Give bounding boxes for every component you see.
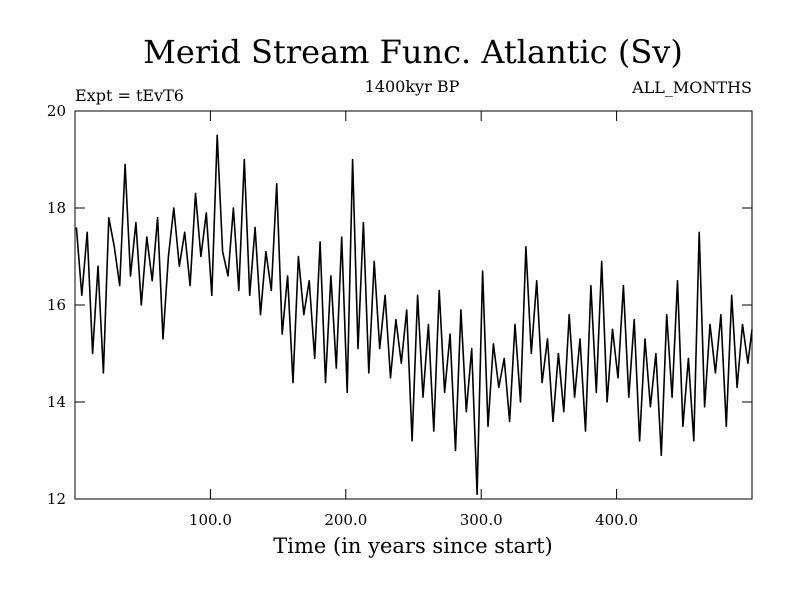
chart-title: Merid Stream Func. Atlantic (Sv) <box>143 33 683 71</box>
y-tick-label: 20 <box>47 102 66 120</box>
series-line <box>75 134 753 496</box>
y-tick-label: 16 <box>47 296 66 314</box>
x-axis: 100.0 200.0 300.0 400.0 <box>189 111 638 529</box>
x-axis-label: Time (in years since start) <box>273 534 552 558</box>
y-tick-label: 14 <box>47 393 66 411</box>
period-label: 1400kyr BP <box>365 77 460 96</box>
x-tick-label: 100.0 <box>189 511 232 529</box>
plot-frame <box>74 110 753 500</box>
y-tick-label: 12 <box>47 490 66 508</box>
months-label: ALL_MONTHS <box>631 78 752 97</box>
y-tick-label: 18 <box>47 199 66 217</box>
experiment-label: Expt = tEvT6 <box>75 86 184 105</box>
y-axis: 12 14 16 18 20 <box>47 102 752 508</box>
x-tick-label: 400.0 <box>595 511 638 529</box>
x-tick-label: 200.0 <box>324 511 367 529</box>
x-tick-label: 300.0 <box>460 511 503 529</box>
